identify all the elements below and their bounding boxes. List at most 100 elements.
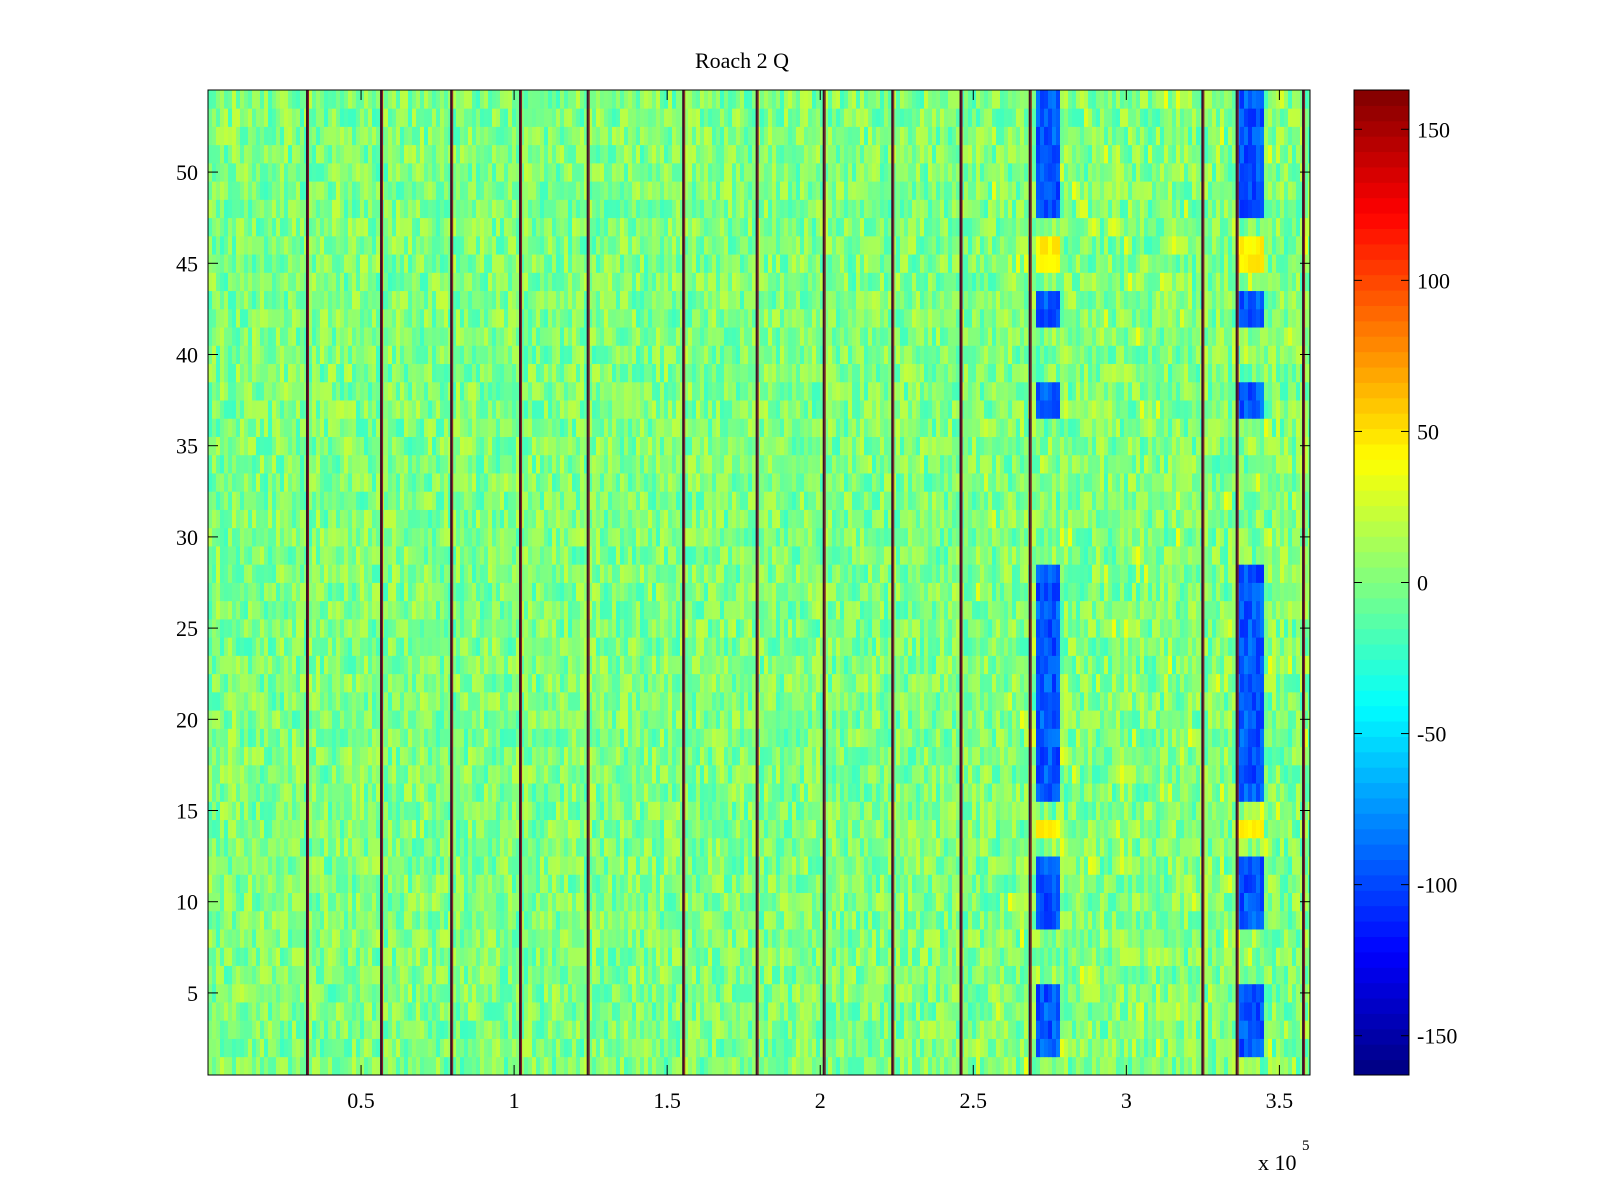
- heatmap-cell: [1172, 1056, 1177, 1075]
- heatmap-cell: [220, 947, 225, 966]
- heatmap-cell: [1032, 764, 1037, 784]
- heatmap-cell: [416, 1020, 421, 1039]
- heatmap-cell: [1056, 856, 1061, 875]
- heatmap-cell: [508, 929, 513, 948]
- heatmap-cell: [256, 1002, 261, 1021]
- heatmap-cell: [604, 1002, 609, 1021]
- heatmap-cell: [596, 910, 601, 930]
- heatmap-cell: [1060, 1056, 1065, 1075]
- heatmap-cell: [524, 801, 529, 821]
- heatmap-cell: [312, 801, 317, 821]
- heatmap-cell: [268, 728, 273, 748]
- heatmap-cell: [296, 947, 301, 966]
- heatmap-cell: [548, 892, 553, 912]
- heatmap-cell: [620, 929, 625, 948]
- heatmap-cell: [1020, 1002, 1025, 1021]
- heatmap-cell: [1216, 892, 1221, 912]
- heatmap-cell: [1240, 929, 1245, 948]
- heatmap-cell: [836, 783, 841, 802]
- heatmap-cell: [548, 965, 553, 985]
- heatmap-cell: [288, 892, 293, 912]
- heatmap-cell: [540, 856, 545, 875]
- heatmap-cell: [332, 764, 337, 784]
- heatmap-cell: [1040, 837, 1045, 857]
- heatmap-cell: [1004, 764, 1009, 784]
- heatmap-cell: [528, 910, 533, 930]
- heatmap-cell: [340, 1038, 345, 1058]
- heatmap-cell: [1140, 892, 1145, 912]
- heatmap-cell: [464, 1038, 469, 1058]
- heatmap-cell: [300, 910, 305, 930]
- heatmap-cell: [500, 783, 505, 802]
- heatmap-cell: [316, 983, 321, 1003]
- heatmap-cell: [1020, 983, 1025, 1003]
- heatmap-cell: [956, 746, 961, 766]
- heatmap-cell: [540, 764, 545, 784]
- heatmap-cell: [1260, 929, 1265, 948]
- heatmap-cell: [980, 892, 985, 912]
- heatmap-cell: [944, 1020, 949, 1039]
- heatmap-cell: [440, 783, 445, 802]
- heatmap-cell: [708, 837, 713, 857]
- heatmap-cell: [636, 1002, 641, 1021]
- heatmap-cell: [964, 856, 969, 875]
- heatmap-cell: [1160, 801, 1165, 821]
- heatmap-cell: [696, 801, 701, 821]
- heatmap-cell: [488, 1002, 493, 1021]
- heatmap-cell: [840, 874, 845, 893]
- heatmap-cell: [696, 874, 701, 893]
- heatmap-cell: [572, 801, 577, 821]
- heatmap-cell: [784, 801, 789, 821]
- heatmap-cell: [400, 874, 405, 893]
- heatmap-cell: [1004, 1056, 1009, 1075]
- heatmap-cell: [752, 965, 757, 985]
- heatmap-cell: [1280, 764, 1285, 784]
- heatmap-cell: [688, 892, 693, 912]
- heatmap-cell: [832, 892, 837, 912]
- heatmap-cell: [928, 819, 933, 839]
- heatmap-cell: [280, 874, 285, 893]
- heatmap-cell: [624, 910, 629, 930]
- heatmap-cell: [648, 801, 653, 821]
- heatmap-cell: [1252, 983, 1257, 1003]
- heatmap-cell: [1016, 1002, 1021, 1021]
- heatmap-cell: [376, 892, 381, 912]
- heatmap-cell: [656, 856, 661, 875]
- heatmap-cell: [1040, 983, 1045, 1003]
- heatmap-cell: [1068, 947, 1073, 966]
- heatmap-cell: [1164, 1038, 1169, 1058]
- heatmap-cell: [808, 1038, 813, 1058]
- heatmap-cell: [976, 801, 981, 821]
- heatmap-cell: [968, 1038, 973, 1058]
- heatmap-cell: [848, 856, 853, 875]
- heatmap-cell: [1204, 874, 1209, 893]
- heatmap-cell: [732, 910, 737, 930]
- heatmap-cell: [864, 910, 869, 930]
- heatmap-cell: [1232, 819, 1237, 839]
- heatmap-cell: [1240, 1038, 1245, 1058]
- heatmap-cell: [612, 764, 617, 784]
- heatmap-cell: [764, 983, 769, 1003]
- heatmap-cell: [1044, 929, 1049, 948]
- heatmap-cell: [736, 947, 741, 966]
- heatmap-cell: [444, 1056, 449, 1075]
- heatmap-cell: [552, 801, 557, 821]
- heatmap-cell: [308, 728, 313, 748]
- heatmap-cell: [1184, 783, 1189, 802]
- heatmap-cell: [1120, 1020, 1125, 1039]
- heatmap-cell: [1132, 1020, 1137, 1039]
- heatmap-cell: [1072, 746, 1077, 766]
- heatmap-cell: [1044, 874, 1049, 893]
- heatmap-cell: [372, 801, 377, 821]
- heatmap-cell: [1088, 801, 1093, 821]
- heatmap-cell: [920, 892, 925, 912]
- heatmap-cell: [1100, 947, 1105, 966]
- heatmap-cell: [948, 837, 953, 857]
- heatmap-cell: [1184, 819, 1189, 839]
- heatmap-cell: [556, 910, 561, 930]
- heatmap-cell: [612, 947, 617, 966]
- heatmap-cell: [1144, 856, 1149, 875]
- heatmap-cell: [504, 1020, 509, 1039]
- heatmap-cell: [340, 764, 345, 784]
- heatmap-cell: [1012, 910, 1017, 930]
